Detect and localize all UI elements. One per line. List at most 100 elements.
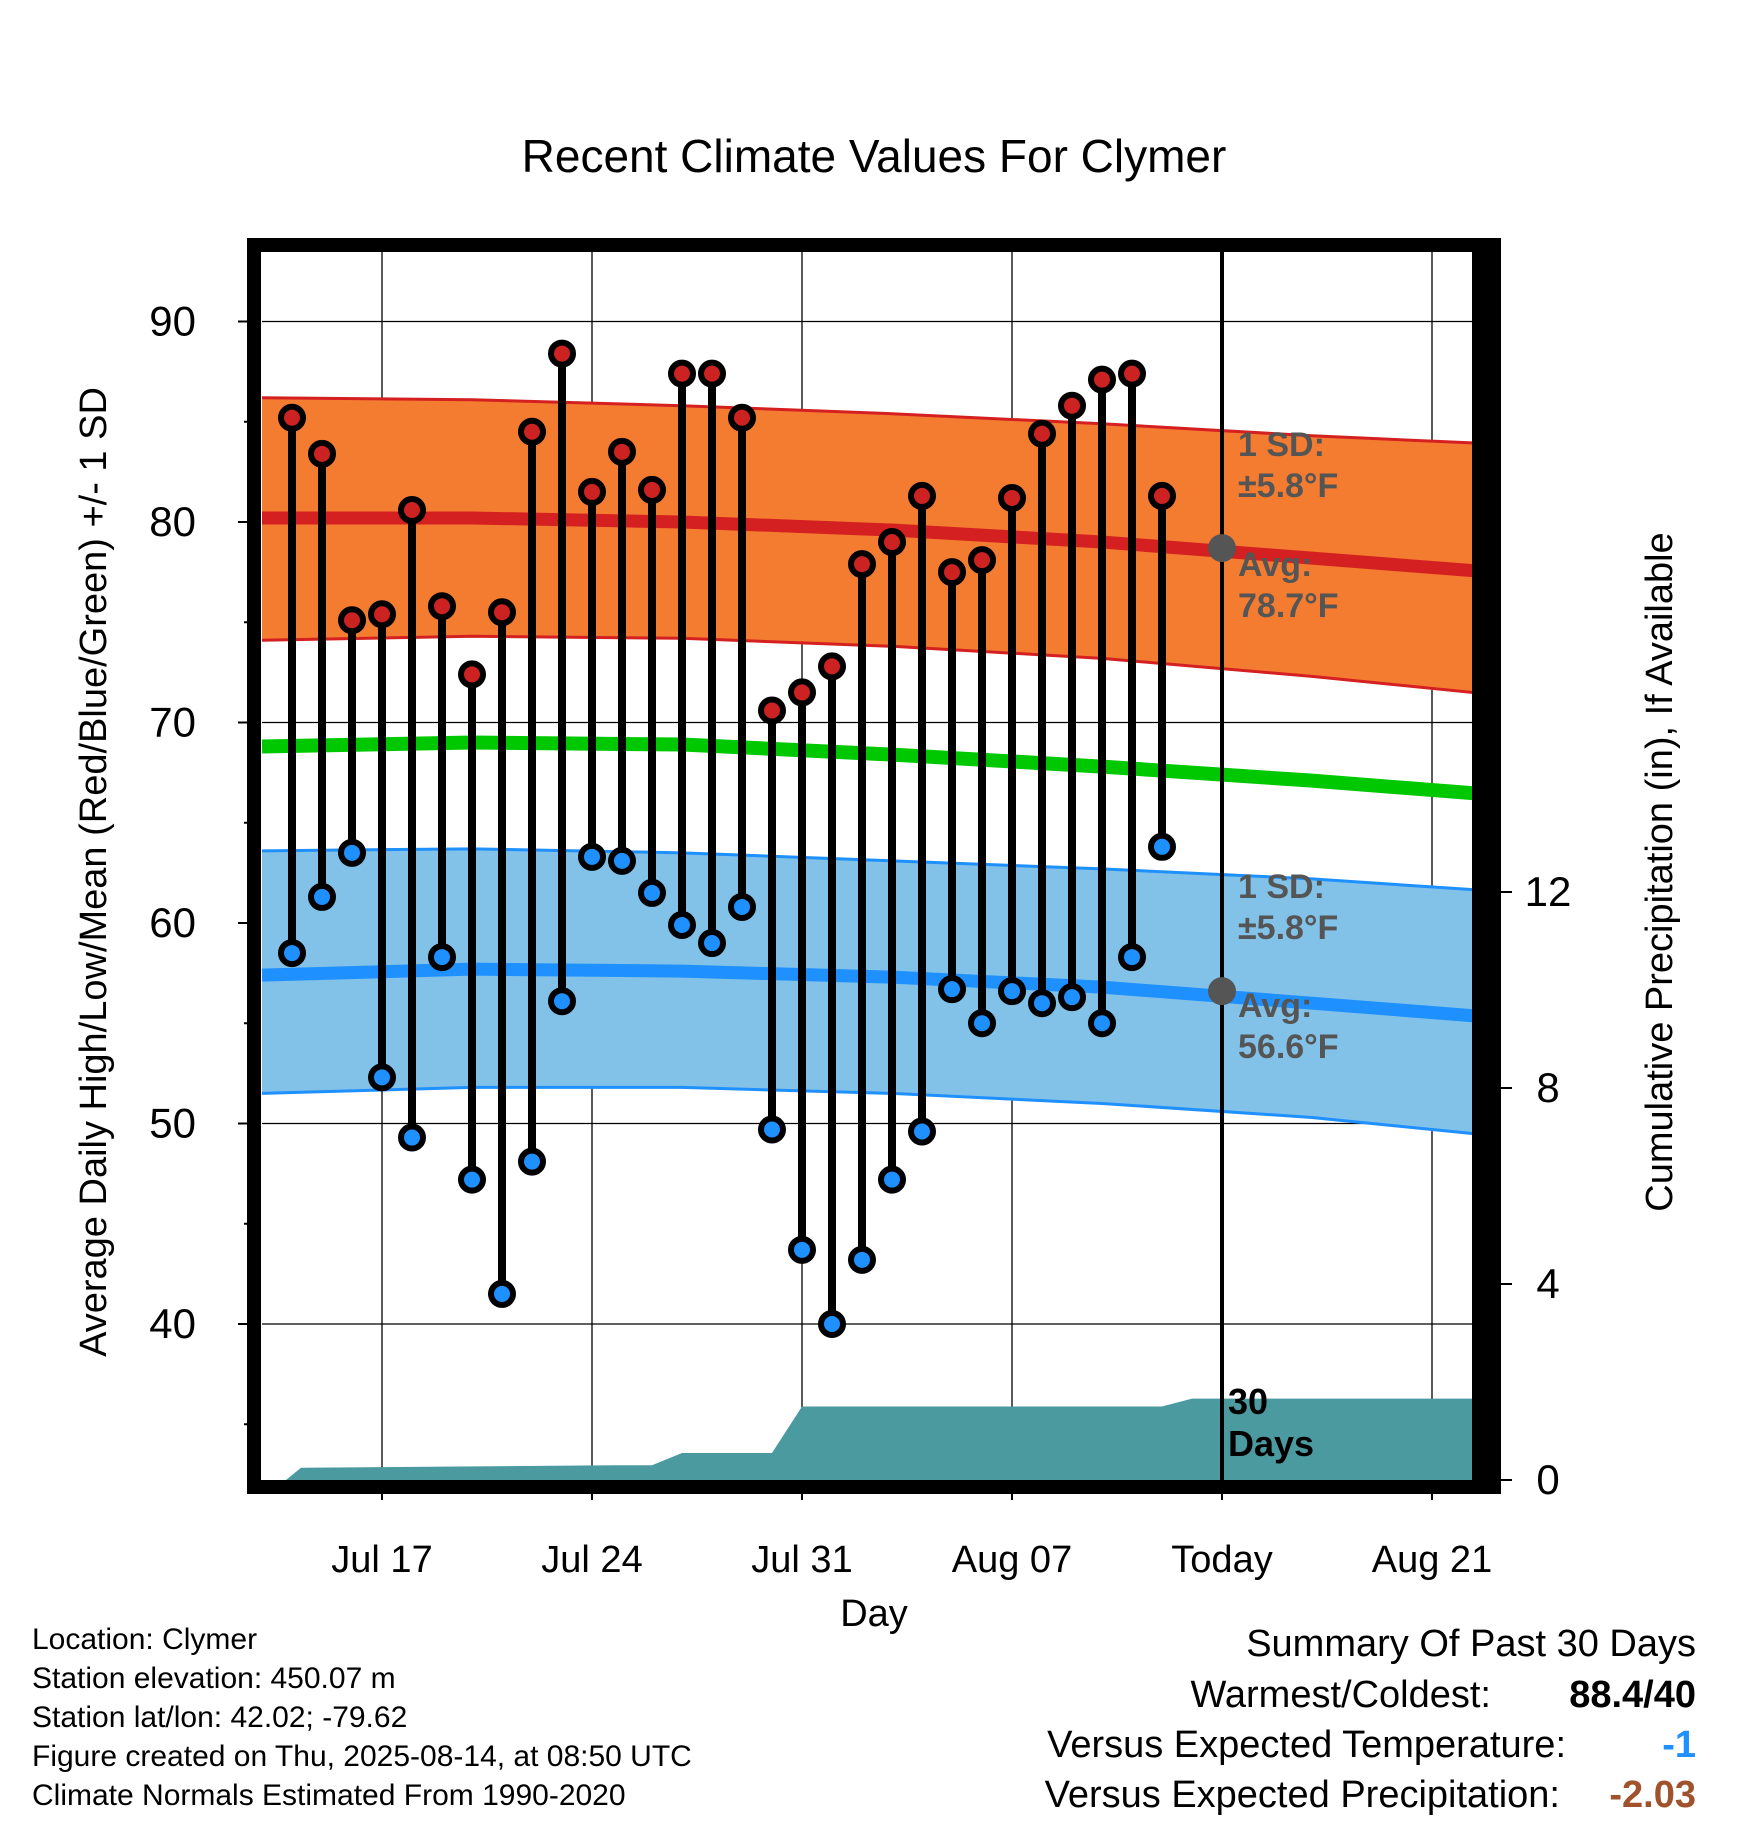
- y2-tick-label: 8: [1536, 1064, 1559, 1111]
- temp-label: Versus Expected Temperature:: [1047, 1724, 1566, 1766]
- daily-high-point: [338, 606, 366, 635]
- temp-value: -1: [1662, 1724, 1696, 1766]
- plot-frame: [247, 238, 1501, 1494]
- daily-high-point: [638, 475, 666, 504]
- daily-low-point: [728, 892, 756, 921]
- y-tick-label: 70: [149, 699, 196, 746]
- daily-high-point: [518, 417, 546, 446]
- daily-high-point: [428, 592, 456, 621]
- daily-low-point: [398, 1123, 426, 1152]
- summary-warm-cold-row: Warmest/Coldest: 88.4/40: [1045, 1670, 1696, 1720]
- daily-low-point: [578, 842, 606, 871]
- x-tick-label: Jul 24: [541, 1539, 642, 1581]
- daily-low-point: [818, 1310, 846, 1338]
- daily-low-point: [1058, 983, 1086, 1012]
- daily-low-point: [848, 1245, 876, 1274]
- daily-low-point: [1148, 832, 1176, 861]
- high-sd-label: 1 SD:: [1238, 426, 1325, 464]
- summary-title: Summary Of Past 30 Days: [1246, 1623, 1696, 1665]
- y2-axis-label: Cumulative Precipitation (in), If Availa…: [1639, 532, 1681, 1211]
- location-text: Location: Clymer: [32, 1623, 258, 1656]
- today-high-average-dot: [1208, 534, 1236, 563]
- x-tick-label: Aug 21: [1372, 1539, 1492, 1581]
- x-tick-label: Jul 31: [751, 1539, 852, 1581]
- daily-high-point: [458, 660, 486, 689]
- chart-title: Recent Climate Values For Clymer: [522, 130, 1227, 182]
- y-tick-label: 80: [149, 498, 196, 545]
- daily-high-point: [608, 437, 636, 466]
- high-sd-value: ±5.8°F: [1238, 467, 1338, 505]
- warm-cold-value: 88.4/40: [1569, 1674, 1696, 1716]
- low-avg-value: 56.6°F: [1238, 1028, 1339, 1066]
- daily-high-point: [548, 339, 576, 368]
- daily-low-point: [518, 1147, 546, 1176]
- days-count-label: 30: [1228, 1381, 1268, 1422]
- daily-high-point: [278, 403, 306, 432]
- daily-low-point: [338, 838, 366, 867]
- normals-text: Climate Normals Estimated From 1990-2020: [32, 1779, 626, 1812]
- daily-low-point: [698, 929, 726, 958]
- y-tick-label: 40: [149, 1300, 196, 1347]
- daily-high-point: [698, 359, 726, 388]
- precip-label: Versus Expected Precipitation:: [1044, 1774, 1560, 1816]
- x-tick-label: Aug 07: [952, 1539, 1072, 1581]
- daily-high-point: [818, 652, 846, 681]
- daily-low-point: [788, 1235, 816, 1264]
- daily-high-point: [968, 546, 996, 575]
- daily-high-point: [728, 403, 756, 432]
- low-sd-label: 1 SD:: [1238, 868, 1325, 906]
- y-tick-label: 60: [149, 899, 196, 946]
- summary-precip-row: Versus Expected Precipitation: -2.03: [1045, 1770, 1696, 1820]
- high-sd-band: [262, 397, 1488, 695]
- daily-high-point: [368, 600, 396, 629]
- daily-high-point: [938, 558, 966, 587]
- daily-high-point: [1058, 391, 1086, 420]
- daily-high-point: [308, 439, 336, 468]
- mean-line: [261, 735, 1493, 802]
- daily-high-point: [1118, 359, 1146, 388]
- daily-low-point: [428, 943, 456, 972]
- days-unit-label: Days: [1228, 1423, 1314, 1464]
- today-low-average-dot: [1208, 977, 1236, 1006]
- daily-low-point: [878, 1165, 906, 1194]
- daily-low-point: [758, 1115, 786, 1144]
- daily-low-point: [938, 975, 966, 1004]
- daily-high-point: [488, 598, 516, 627]
- y-axis-label: Average Daily High/Low/Mean (Red/Blue/Gr…: [73, 387, 115, 1357]
- high-avg-value: 78.7°F: [1238, 587, 1339, 625]
- warm-cold-label: Warmest/Coldest:: [1190, 1674, 1491, 1716]
- y-tick-label: 50: [149, 1100, 196, 1147]
- precip-value: -2.03: [1609, 1774, 1696, 1816]
- x-tick-label: Jul 17: [331, 1539, 432, 1581]
- daily-low-point: [308, 882, 336, 911]
- elevation-text: Station elevation: 450.07 m: [32, 1662, 396, 1695]
- station-info: Location: Clymer Station elevation: 450.…: [32, 1620, 692, 1815]
- x-axis-label: Day: [840, 1593, 908, 1635]
- y2-tick-label: 12: [1525, 868, 1572, 915]
- daily-low-point: [668, 911, 696, 940]
- daily-low-point: [638, 878, 666, 907]
- high-sd-band-upper-edge: [261, 396, 1493, 446]
- y2-tick-label: 0: [1536, 1456, 1559, 1503]
- daily-high-point: [578, 477, 606, 506]
- daily-low-point: [368, 1063, 396, 1092]
- daily-high-point: [758, 696, 786, 725]
- daily-high-point: [908, 481, 936, 510]
- daily-high-point: [998, 483, 1026, 512]
- daily-low-point: [548, 987, 576, 1016]
- daily-low-point: [608, 846, 636, 875]
- low-sd-band: [262, 848, 1488, 1136]
- daily-high-point: [668, 359, 696, 388]
- daily-high-point: [788, 678, 816, 707]
- daily-low-point: [908, 1117, 936, 1146]
- low-sd-value: ±5.8°F: [1238, 909, 1338, 947]
- x-tick-label: Today: [1171, 1539, 1272, 1581]
- latlon-text: Station lat/lon: 42.02; -79.62: [32, 1701, 408, 1734]
- plot-frame-right-bar: [1472, 245, 1492, 1487]
- daily-low-point: [968, 1009, 996, 1038]
- daily-low-point: [278, 939, 306, 968]
- daily-low-point: [1028, 989, 1056, 1018]
- daily-high-point: [1028, 419, 1056, 448]
